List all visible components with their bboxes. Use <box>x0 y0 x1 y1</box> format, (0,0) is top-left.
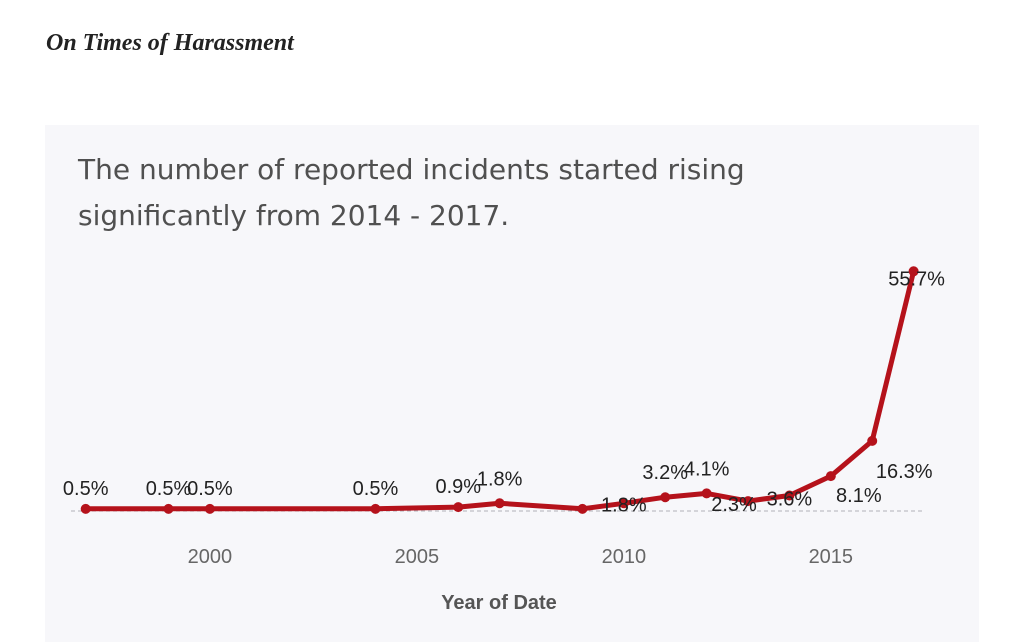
data-point <box>577 503 588 514</box>
data-points <box>80 266 919 514</box>
data-point <box>453 502 464 513</box>
data-label: 4.1% <box>684 458 730 480</box>
x-axis-title: Year of Date <box>441 592 557 614</box>
x-tick-label: 2010 <box>602 546 647 568</box>
data-point <box>618 498 629 509</box>
data-point <box>80 503 91 514</box>
data-labels: 0.5% 0.5%0.5% 0.5% 0.9%1.8%1.8%3.2%4.1%2.3%… <box>63 268 945 516</box>
chart-title: The number of reported incidents started… <box>78 153 745 232</box>
data-label: 0.5% <box>146 478 192 500</box>
x-tick-label: 2000 <box>188 546 233 568</box>
section-title: On Times of Harassment <box>46 30 294 56</box>
data-label: 2.3% <box>711 494 757 516</box>
data-label: 0.5% <box>187 478 233 500</box>
data-point <box>660 492 671 503</box>
data-point <box>825 471 836 482</box>
data-point <box>701 488 712 499</box>
data-label: 1.8% <box>477 468 523 490</box>
data-label: 1.8% <box>601 494 647 516</box>
x-tick-label: 2005 <box>395 546 440 568</box>
line-chart: 2000 2005 2010 2015 0.5% 0.5%0.5% 0.5% 0.9%1.8… <box>63 266 945 614</box>
data-point <box>867 435 878 446</box>
data-label: 55.7% <box>888 268 945 290</box>
data-label: 0.5% <box>353 478 399 500</box>
data-point <box>743 496 754 507</box>
chart-card: The number of reported incidents started… <box>45 125 979 642</box>
data-label: 16.3% <box>876 461 933 483</box>
data-label: 0.5% <box>63 478 109 500</box>
data-point <box>163 503 174 514</box>
x-tick-label: 2015 <box>809 546 854 568</box>
data-label: 0.9% <box>435 476 481 498</box>
data-point <box>204 503 215 514</box>
data-label: 3.2% <box>642 462 688 484</box>
data-label: 8.1% <box>836 485 882 507</box>
data-point <box>370 503 381 514</box>
data-label: 3.6% <box>767 489 813 511</box>
x-axis-ticks: 2000 2005 2010 2015 <box>188 546 853 568</box>
data-point <box>494 498 505 509</box>
data-point <box>784 490 795 501</box>
data-point <box>908 266 919 277</box>
